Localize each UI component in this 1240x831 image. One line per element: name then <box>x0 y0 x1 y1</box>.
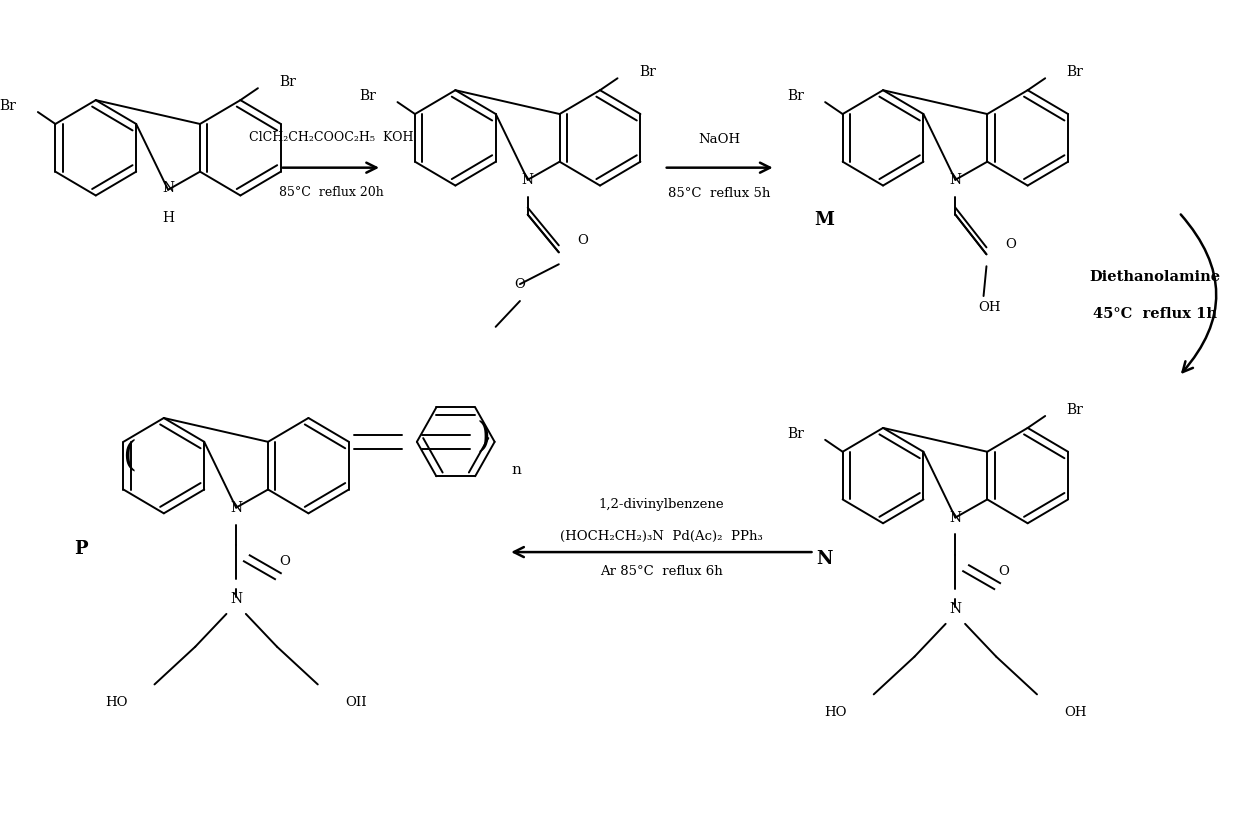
Text: O: O <box>998 565 1009 578</box>
Text: Br: Br <box>787 427 804 441</box>
Text: N: N <box>950 173 961 187</box>
Text: 1,2-divinylbenzene: 1,2-divinylbenzene <box>599 498 724 511</box>
Text: OH: OH <box>978 302 1001 314</box>
Text: N: N <box>162 181 174 194</box>
Text: ClCH₂CH₂COOC₂H₅  KOH: ClCH₂CH₂COOC₂H₅ KOH <box>249 131 413 145</box>
Text: Diethanolamine: Diethanolamine <box>1089 270 1220 284</box>
Text: Br: Br <box>0 99 16 113</box>
Text: (HOCH₂CH₂)₃N  Pd(Ac)₂  PPh₃: (HOCH₂CH₂)₃N Pd(Ac)₂ PPh₃ <box>560 529 763 543</box>
Text: HO: HO <box>825 706 847 719</box>
Text: O: O <box>279 555 290 568</box>
Text: ): ) <box>476 420 490 454</box>
Text: M: M <box>815 210 835 229</box>
Text: OII: OII <box>345 696 367 709</box>
Text: N: N <box>231 500 242 514</box>
Text: N: N <box>231 592 242 606</box>
Text: Br: Br <box>787 89 804 103</box>
FancyArrowPatch shape <box>1180 214 1216 372</box>
Text: N: N <box>950 602 961 616</box>
Text: O: O <box>515 278 526 291</box>
Text: NaOH: NaOH <box>698 133 740 146</box>
Text: OH: OH <box>1064 706 1086 719</box>
Text: (: ( <box>123 439 136 473</box>
Text: Br: Br <box>639 66 656 79</box>
Text: N: N <box>950 510 961 524</box>
Text: 85°C  reflux 5h: 85°C reflux 5h <box>668 187 771 200</box>
Text: n: n <box>511 463 521 477</box>
Text: N: N <box>522 173 533 187</box>
Text: Br: Br <box>360 89 376 103</box>
Text: N: N <box>816 550 832 568</box>
Text: O: O <box>1006 238 1017 251</box>
Text: 85°C  reflux 20h: 85°C reflux 20h <box>279 186 383 199</box>
Text: O: O <box>578 234 589 247</box>
Text: P: P <box>74 540 88 558</box>
Text: Br: Br <box>1066 403 1084 417</box>
Text: Ar 85°C  reflux 6h: Ar 85°C reflux 6h <box>600 565 723 578</box>
Text: 45°C  reflux 1h: 45°C reflux 1h <box>1092 307 1216 321</box>
Text: H: H <box>162 210 174 224</box>
Text: Br: Br <box>279 76 296 89</box>
Text: HO: HO <box>104 696 128 709</box>
Text: Br: Br <box>1066 66 1084 79</box>
